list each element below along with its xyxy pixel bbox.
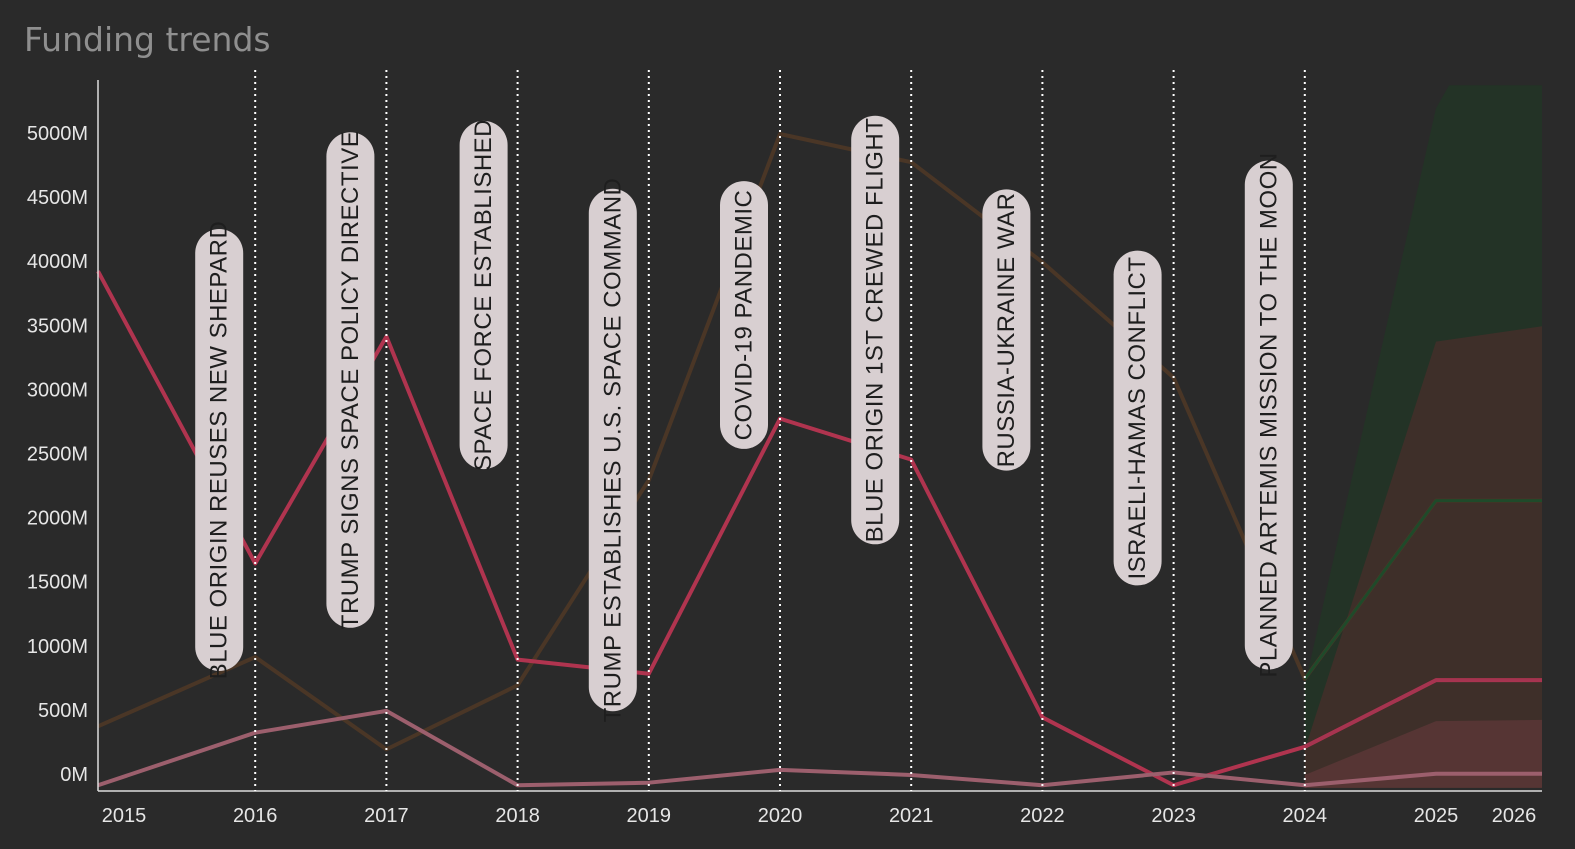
event-annotation-2017: TRUMP SIGNS SPACE POLICY DIRECTIVE [326, 131, 375, 629]
event-pill-2016 [195, 229, 244, 671]
event-annotation-2023: ISRAELI-HAMAS CONFLICT [1113, 250, 1162, 586]
event-pill-2017 [326, 132, 375, 628]
event-lines [254, 70, 1306, 791]
event-label-2016: BLUE ORIGIN REUSES NEW SHEPARD [206, 221, 233, 680]
chart-title: Funding trends [24, 20, 271, 59]
series-line-2 [97, 708, 1542, 788]
y-tick-label: 500M [38, 700, 88, 722]
x-tick-label: 2021 [889, 805, 934, 827]
event-annotation-2024: PLANNED ARTEMIS MISSION TO THE MOON [1244, 152, 1293, 678]
y-tick-label: 3500M [27, 315, 88, 337]
y-tick-label: 5000M [27, 123, 88, 145]
y-tick-label: 2500M [27, 444, 88, 466]
event-label-2022: RUSSIA-UKRAINE WAR [993, 193, 1020, 468]
x-tick-label: 2019 [627, 805, 672, 827]
x-tick-label: 2018 [495, 805, 540, 827]
y-tick-label: 4500M [27, 187, 88, 209]
event-label-2024: PLANNED ARTEMIS MISSION TO THE MOON [1255, 152, 1282, 677]
y-tick-label: 1500M [27, 572, 88, 594]
forecast-bands [1304, 85, 1542, 788]
x-tick-label: 2015 [102, 805, 147, 827]
event-annotation-2021: BLUE ORIGIN 1ST CREWED FLIGHT [851, 115, 900, 545]
forecast-band-2 [1304, 719, 1542, 788]
event-label-2017: TRUMP SIGNS SPACE POLICY DIRECTIVE [337, 131, 364, 629]
x-tick-label: 2017 [364, 805, 409, 827]
event-pill-2024 [1244, 160, 1293, 670]
x-tick-label: 2016 [233, 805, 278, 827]
event-pill-2021 [851, 115, 900, 545]
event-pill-2022 [982, 189, 1031, 471]
event-pill-2023 [1113, 250, 1162, 586]
x-tick-label: 2024 [1283, 805, 1328, 827]
series-line-3 [1303, 499, 1542, 680]
event-annotation-2019: TRUMP ESTABLISHES U.S. SPACE COMMAND [588, 178, 637, 723]
event-annotation-2016: BLUE ORIGIN REUSES NEW SHEPARD [195, 221, 244, 680]
x-tick-label: 2023 [1151, 805, 1196, 827]
x-tick-label: 2025 [1414, 805, 1459, 827]
series-line-4 [1304, 678, 1542, 749]
y-tick-label: 2000M [27, 508, 88, 530]
y-tick-label: 0M [60, 764, 88, 786]
event-label-2019: TRUMP ESTABLISHES U.S. SPACE COMMAND [599, 178, 626, 723]
event-label-2018: SPACE FORCE ESTABLISHED [470, 119, 497, 471]
event-pill-2020 [720, 181, 768, 449]
event-annotation-2020: COVID-19 PANDEMIC [720, 181, 768, 449]
y-tick-label: 4000M [27, 251, 88, 273]
x-tick-label: 2020 [758, 805, 803, 827]
x-tick-label: 2022 [1020, 805, 1065, 827]
tick-labels: 0M 500M 1000M 1500M 2000M 2500M 3000M 3500M 4000… [27, 123, 1536, 827]
event-annotations: BLUE ORIGIN REUSES NEW SHEPARD TRUMP SIGN… [195, 115, 1293, 723]
axes [97, 80, 1542, 792]
event-annotation-2022: RUSSIA-UKRAINE WAR [982, 189, 1031, 471]
x-tick-label: 2026 [1492, 805, 1537, 827]
event-annotation-2018: SPACE FORCE ESTABLISHED [459, 119, 508, 471]
y-tick-label: 1000M [27, 636, 88, 658]
event-pill-2018 [459, 120, 508, 470]
forecast-band-1 [1304, 326, 1542, 788]
event-pill-2019 [588, 188, 637, 712]
y-tick-label: 3000M [27, 379, 88, 401]
event-label-2020: COVID-19 PANDEMIC [731, 190, 758, 441]
event-label-2023: ISRAELI-HAMAS CONFLICT [1124, 256, 1151, 579]
event-label-2021: BLUE ORIGIN 1ST CREWED FLIGHT [862, 118, 889, 543]
